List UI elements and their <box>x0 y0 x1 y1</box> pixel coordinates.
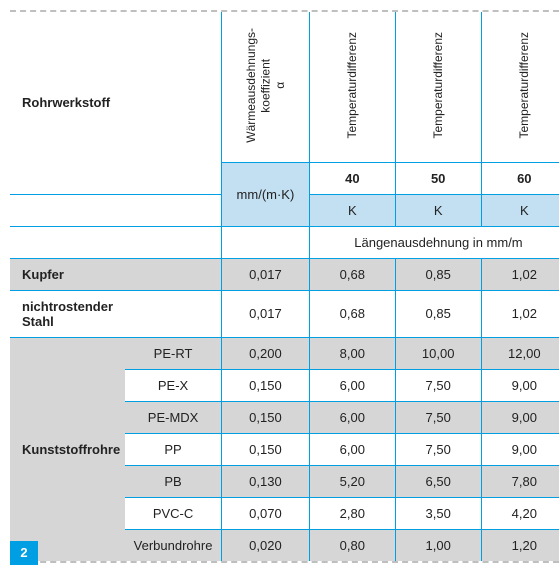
t1-val: 40 <box>309 162 395 194</box>
pemdx-label: PE-MDX <box>125 401 221 433</box>
spacer-1 <box>10 194 221 226</box>
pvcc-v2: 3,50 <box>395 497 481 529</box>
verbund-v3: 1,20 <box>481 529 559 561</box>
stahl-v3: 1,02 <box>481 290 559 337</box>
verbund-v2: 1,00 <box>395 529 481 561</box>
group-label: Kunststoffrohre <box>10 337 125 561</box>
spacer-2 <box>10 226 221 258</box>
kupfer-sub <box>125 258 221 290</box>
k3: K <box>481 194 559 226</box>
stahl-v2: 0,85 <box>395 290 481 337</box>
pert-label: PE-RT <box>125 337 221 369</box>
t3-val: 60 <box>481 162 559 194</box>
col-alpha: Wärmeausdehnungs- koeffizient α <box>221 12 309 162</box>
stahl-label: nichtrostender Stahl <box>10 290 125 337</box>
pert-v2: 10,00 <box>395 337 481 369</box>
alpha-line2: koeffizient <box>258 58 272 112</box>
pp-a: 0,150 <box>221 433 309 465</box>
row-pert: Kunststoffrohre PE-RT 0,200 8,00 10,00 1… <box>10 337 559 369</box>
col-t3: Temperaturdifferenz <box>481 12 559 162</box>
pvcc-v3: 4,20 <box>481 497 559 529</box>
verbund-label: Verbundrohre <box>125 529 221 561</box>
pp-v2: 7,50 <box>395 433 481 465</box>
pb-v1: 5,20 <box>309 465 395 497</box>
tempdiff-1: Temperaturdifferenz <box>345 32 359 139</box>
row-kupfer: Kupfer 0,017 0,68 0,85 1,02 <box>10 258 559 290</box>
pp-v1: 6,00 <box>309 433 395 465</box>
pp-v3: 9,00 <box>481 433 559 465</box>
pemdx-v1: 6,00 <box>309 401 395 433</box>
pex-a: 0,150 <box>221 369 309 401</box>
k1: K <box>309 194 395 226</box>
col-t2: Temperaturdifferenz <box>395 12 481 162</box>
pex-label: PE-X <box>125 369 221 401</box>
pp-label: PP <box>125 433 221 465</box>
alpha-line3: α <box>273 82 287 89</box>
kupfer-v1: 0,68 <box>309 258 395 290</box>
pb-a: 0,130 <box>221 465 309 497</box>
pert-a: 0,200 <box>221 337 309 369</box>
expansion-label: Längenausdehnung in mm/m <box>309 226 559 258</box>
unit-alpha-cell: mm/(m·K) <box>221 162 309 226</box>
pex-v1: 6,00 <box>309 369 395 401</box>
verbund-a: 0,020 <box>221 529 309 561</box>
verbund-v1: 0,80 <box>309 529 395 561</box>
col-material: Rohrwerkstoff <box>10 12 221 194</box>
kupfer-label: Kupfer <box>10 258 125 290</box>
pvcc-v1: 2,80 <box>309 497 395 529</box>
pvcc-a: 0,070 <box>221 497 309 529</box>
pex-v3: 9,00 <box>481 369 559 401</box>
figure-number-badge: 2 <box>10 541 38 565</box>
spacer-3 <box>221 226 309 258</box>
stahl-v1: 0,68 <box>309 290 395 337</box>
pvcc-label: PVC-C <box>125 497 221 529</box>
tempdiff-2: Temperaturdifferenz <box>431 32 445 139</box>
row-stahl: nichtrostender Stahl 0,017 0,68 0,85 1,0… <box>10 290 559 337</box>
alpha-label: Wärmeausdehnungs- koeffizient α <box>244 28 287 143</box>
material-label: Rohrwerkstoff <box>22 95 110 110</box>
kupfer-v2: 0,85 <box>395 258 481 290</box>
t2-val: 50 <box>395 162 481 194</box>
pb-v2: 6,50 <box>395 465 481 497</box>
pb-label: PB <box>125 465 221 497</box>
expansion-table: Rohrwerkstoff Wärmeausdehnungs- koeffizi… <box>10 12 559 561</box>
col-t1: Temperaturdifferenz <box>309 12 395 162</box>
stahl-a: 0,017 <box>221 290 309 337</box>
k2: K <box>395 194 481 226</box>
pemdx-a: 0,150 <box>221 401 309 433</box>
tempdiff-3: Temperaturdifferenz <box>517 32 531 139</box>
kupfer-a: 0,017 <box>221 258 309 290</box>
pemdx-v2: 7,50 <box>395 401 481 433</box>
pb-v3: 7,80 <box>481 465 559 497</box>
pex-v2: 7,50 <box>395 369 481 401</box>
pert-v3: 12,00 <box>481 337 559 369</box>
kupfer-v3: 1,02 <box>481 258 559 290</box>
stahl-sub <box>125 290 221 337</box>
pemdx-v3: 9,00 <box>481 401 559 433</box>
alpha-line1: Wärmeausdehnungs- <box>244 28 258 143</box>
pert-v1: 8,00 <box>309 337 395 369</box>
